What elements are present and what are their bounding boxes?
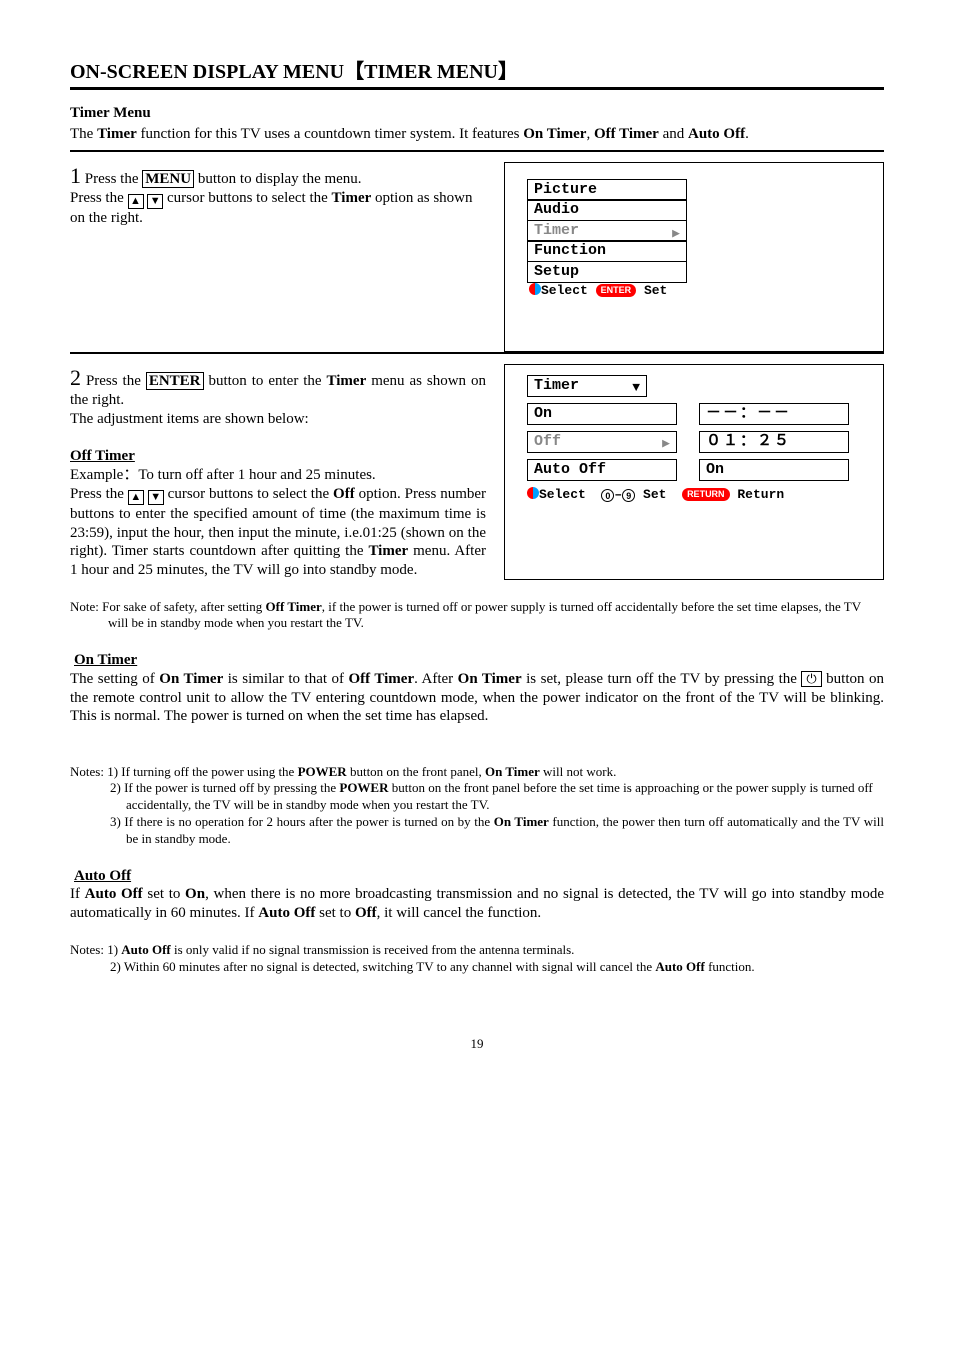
step2-line1: 2 Press the ENTER button to enter the Ti… — [70, 364, 486, 410]
down-arrow-icon: ▼ — [147, 194, 163, 209]
on-timer-note-1: Notes: 1) If turning off the power using… — [70, 764, 884, 781]
osd-timer-on[interactable]: On — [527, 403, 677, 425]
osd-timer-autooff-value: On — [699, 459, 849, 481]
timer-menu-intro: The Timer function for this TV uses a co… — [70, 125, 884, 144]
step2-line2: The adjustment items are shown below: — [70, 410, 486, 429]
on-timer-head: On Timer — [74, 651, 884, 670]
page-number: 19 — [70, 1036, 884, 1052]
num-9-icon: 9 — [622, 489, 635, 502]
auto-off-note-1: Notes: 1) Auto Off is only valid if no s… — [70, 942, 884, 959]
osd-item-timer[interactable]: Timer▶ — [527, 220, 687, 242]
off-timer-text: Press the ▲ ▼ cursor buttons to select t… — [70, 485, 486, 580]
on-timer-text: The setting of On Timer is similar to th… — [70, 670, 884, 726]
auto-off-note-2: 2) Within 60 minutes after no signal is … — [70, 959, 884, 976]
up-arrow-icon: ▲ — [128, 194, 144, 209]
off-timer-head: Off Timer — [70, 447, 486, 466]
select-indicator-icon — [527, 487, 539, 499]
osd-timer-off-value: ０１：２５ — [699, 431, 849, 453]
osd-item-setup[interactable]: Setup — [527, 261, 687, 283]
enter-pill: ENTER — [596, 284, 637, 297]
osd-main-footer: Select ENTER Set — [527, 281, 687, 299]
enter-button-label: ENTER — [146, 372, 204, 391]
on-timer-note-3: 3) If there is no operation for 2 hours … — [70, 814, 884, 848]
osd-item-audio[interactable]: Audio — [527, 199, 687, 221]
down-arrow-icon: ▼ — [148, 490, 164, 505]
osd-timer-autooff[interactable]: Auto Off — [527, 459, 677, 481]
step-2: 2 Press the ENTER button to enter the Ti… — [70, 354, 884, 580]
osd-item-picture[interactable]: Picture — [527, 179, 687, 201]
step1-line2: Press the ▲ ▼ cursor buttons to select t… — [70, 189, 486, 228]
off-timer-note: Note: For sake of safety, after setting … — [70, 599, 884, 633]
select-indicator-icon — [529, 283, 541, 295]
auto-off-text: If Auto Off set to On, when there is no … — [70, 885, 884, 923]
auto-off-head: Auto Off — [74, 867, 884, 886]
power-icon: ⏻ — [801, 671, 821, 687]
menu-button-label: MENU — [142, 170, 194, 189]
step1-line1: 1 Press the MENU button to display the m… — [70, 162, 486, 190]
osd-timer-on-value: －－：－－ — [699, 403, 849, 425]
osd-main-panel: Picture Audio Timer▶ Function Setup Sele… — [504, 162, 884, 352]
osd-timer-footer: Select 0–9 Set RETURN Return — [527, 487, 871, 503]
off-timer-example: Example：To turn off after 1 hour and 25 … — [70, 466, 486, 485]
right-arrow-icon: ▶ — [662, 434, 670, 453]
osd-timer-head: Timer ▼ — [527, 375, 647, 397]
num-0-icon: 0 — [601, 489, 614, 502]
down-arrow-icon: ▼ — [632, 378, 640, 397]
return-pill: RETURN — [682, 488, 730, 501]
step-1: 1 Press the MENU button to display the m… — [70, 152, 884, 352]
section-title: ON-SCREEN DISPLAY MENU【TIMER MENU】 — [70, 60, 884, 90]
up-arrow-icon: ▲ — [128, 490, 144, 505]
osd-timer-off[interactable]: Off▶ — [527, 431, 677, 453]
osd-timer-panel: Timer ▼ On －－：－－ Off▶ ０１：２５ Auto Off On … — [504, 364, 884, 580]
on-timer-note-2: 2) If the power is turned off by pressin… — [70, 780, 884, 814]
timer-menu-heading: Timer Menu — [70, 104, 884, 123]
osd-item-function[interactable]: Function — [527, 240, 687, 262]
